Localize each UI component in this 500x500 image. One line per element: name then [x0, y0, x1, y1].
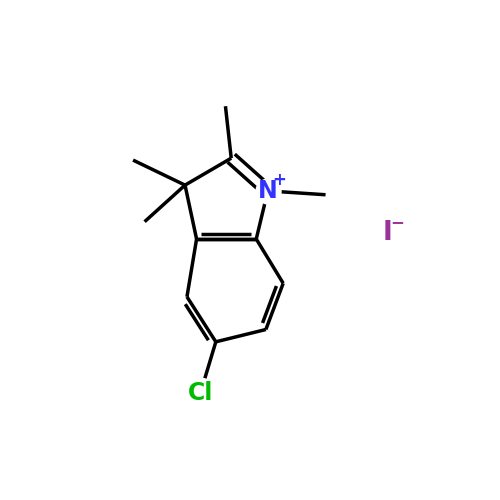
Text: I: I: [382, 220, 392, 246]
Text: +: +: [272, 171, 286, 189]
Text: Cl: Cl: [188, 381, 213, 405]
Text: −: −: [390, 214, 404, 232]
Text: N: N: [258, 179, 278, 203]
